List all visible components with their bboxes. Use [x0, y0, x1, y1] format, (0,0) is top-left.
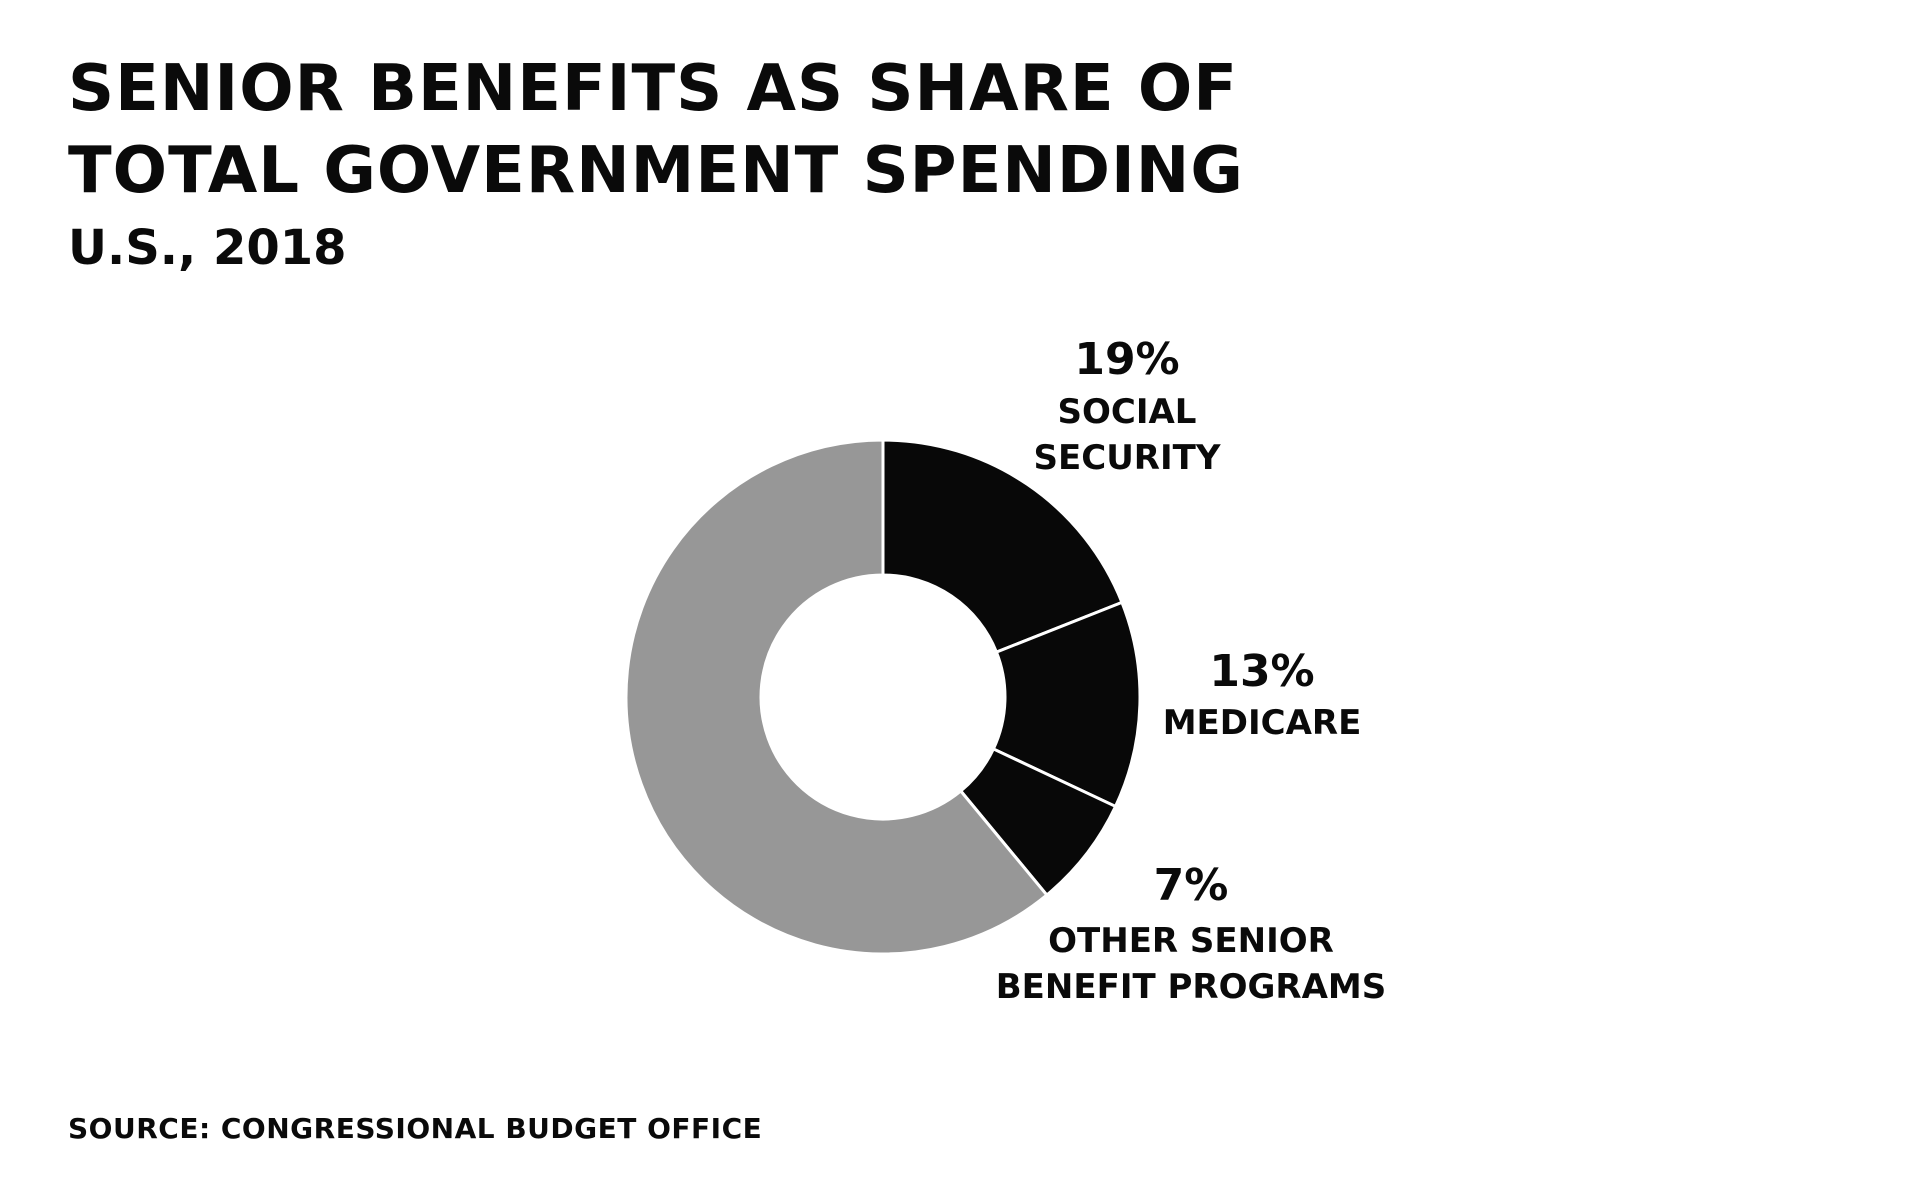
chart-title: SENIOR BENEFITS AS SHARE OF TOTAL GOVERN…	[68, 52, 1244, 208]
slice-name-label-0-1: SECURITY	[1034, 438, 1221, 478]
slice-value-label-2: 7%	[1154, 860, 1229, 911]
donut-slice-3	[624, 438, 1049, 956]
slice-name-label-2-0: OTHER SENIOR	[1048, 921, 1334, 961]
slice-name-label-1-0: MEDICARE	[1163, 703, 1362, 743]
chart-subtitle: U.S., 2018	[68, 220, 347, 276]
donut-slices	[624, 438, 1142, 956]
donut-slice-1	[991, 600, 1142, 809]
slice-value-label-1: 13%	[1209, 646, 1314, 697]
slice-labels: 19% SOCIAL SECURITY 13% MEDICARE 7% OTHER SENI…	[996, 334, 1386, 1007]
source-note: SOURCE: CONGRESSIONAL BUDGET OFFICE	[68, 1112, 763, 1145]
slice-value-label-0: 19%	[1074, 334, 1179, 385]
slice-name-label-2-1: BENEFIT PROGRAMS	[996, 967, 1386, 1007]
slice-name-label-0-0: SOCIAL	[1058, 392, 1197, 432]
donut-slice-0	[881, 438, 1124, 655]
